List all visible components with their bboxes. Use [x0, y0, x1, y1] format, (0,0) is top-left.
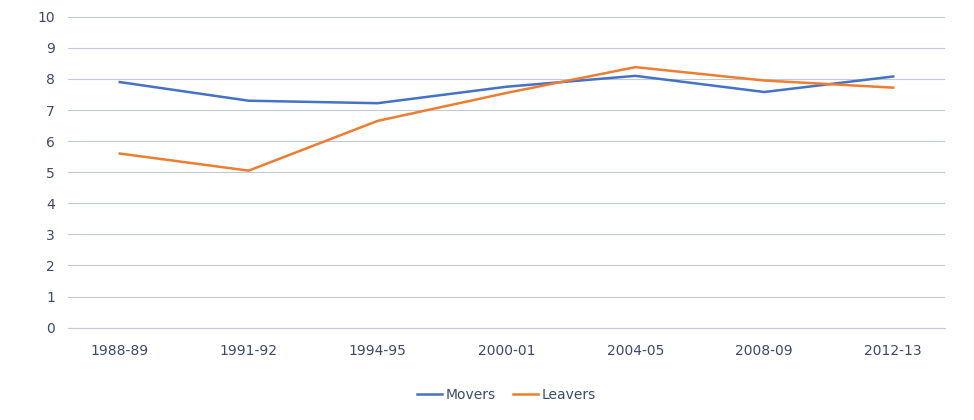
Movers [501, 84, 512, 89]
Line: Movers: Movers [120, 76, 893, 103]
Legend: Movers, Leavers: Movers, Leavers [411, 383, 602, 408]
Leavers [372, 118, 384, 123]
Leavers [759, 78, 770, 83]
Movers [759, 89, 770, 94]
Leavers [114, 151, 126, 156]
Leavers [501, 90, 512, 95]
Leavers [887, 85, 899, 90]
Movers [243, 98, 254, 103]
Leavers [629, 65, 641, 70]
Leavers [243, 168, 254, 173]
Line: Leavers: Leavers [120, 67, 893, 171]
Movers [372, 101, 384, 106]
Movers [629, 74, 641, 79]
Movers [887, 74, 899, 79]
Movers [114, 79, 126, 84]
